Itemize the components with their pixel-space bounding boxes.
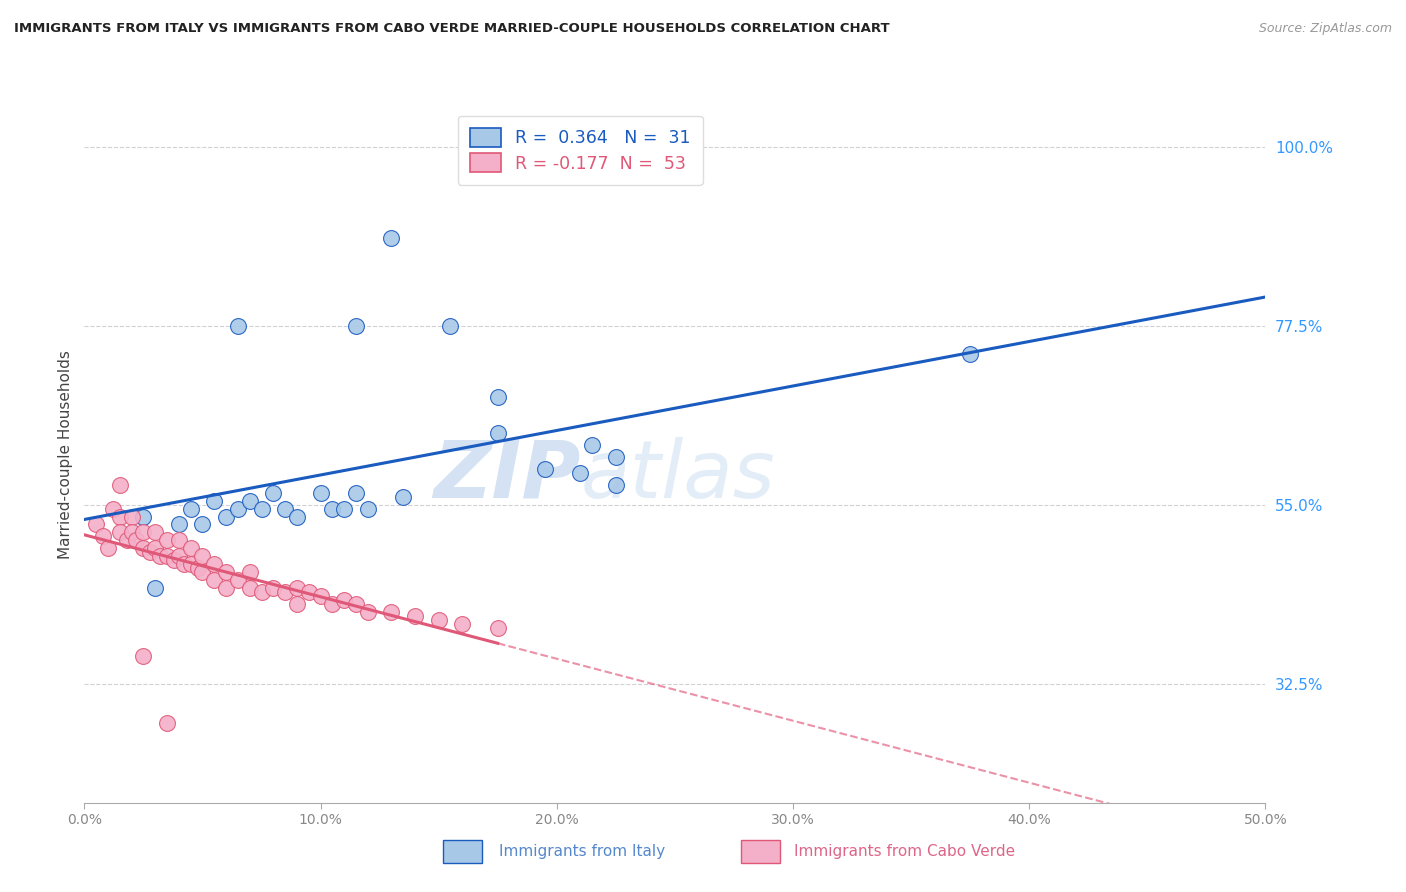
Point: [959, 346, 981, 360]
Point: [321, 501, 343, 516]
Point: [187, 561, 209, 575]
Point: [191, 565, 214, 579]
Text: ZIP: ZIP: [433, 437, 581, 515]
Point: [344, 597, 367, 611]
Point: [132, 525, 155, 540]
Point: [180, 558, 202, 572]
Point: [143, 525, 166, 540]
Y-axis label: Married-couple Households: Married-couple Households: [58, 351, 73, 559]
Point: [534, 462, 557, 476]
Point: [143, 581, 166, 595]
Point: [202, 558, 225, 572]
Point: [274, 585, 297, 599]
Point: [274, 501, 297, 516]
Point: [357, 501, 380, 516]
Point: [139, 545, 162, 559]
Point: [115, 533, 138, 548]
Point: [215, 509, 238, 524]
Point: [439, 318, 461, 333]
Point: [108, 509, 131, 524]
Point: [380, 231, 402, 245]
Point: [226, 573, 249, 587]
Point: [262, 485, 284, 500]
Point: [156, 716, 179, 731]
Point: [121, 509, 143, 524]
Point: [84, 517, 107, 532]
Text: Source: ZipAtlas.com: Source: ZipAtlas.com: [1258, 22, 1392, 36]
Point: [215, 581, 238, 595]
Point: [239, 565, 262, 579]
Point: [605, 477, 627, 491]
Point: [285, 597, 308, 611]
Point: [163, 553, 186, 567]
Point: [191, 517, 214, 532]
Legend: R =  0.364   N =  31, R = -0.177  N =  53: R = 0.364 N = 31, R = -0.177 N = 53: [458, 116, 703, 185]
Point: [132, 541, 155, 556]
Text: atlas: atlas: [581, 437, 775, 515]
Point: [91, 529, 114, 543]
Point: [333, 501, 356, 516]
Point: [143, 541, 166, 556]
Point: [285, 509, 308, 524]
Text: Immigrants from Cabo Verde: Immigrants from Cabo Verde: [794, 845, 1015, 859]
Point: [392, 490, 415, 504]
Point: [125, 533, 148, 548]
Point: [321, 597, 343, 611]
Point: [486, 425, 509, 440]
Point: [357, 605, 380, 619]
Text: Immigrants from Italy: Immigrants from Italy: [499, 845, 665, 859]
Point: [101, 501, 124, 516]
Point: [404, 609, 426, 624]
Point: [108, 477, 131, 491]
Point: [156, 533, 179, 548]
Point: [380, 605, 402, 619]
Point: [173, 558, 195, 572]
Point: [581, 438, 603, 452]
Point: [333, 593, 356, 607]
Point: [121, 525, 143, 540]
Point: [167, 549, 190, 564]
Point: [486, 390, 509, 404]
Point: [167, 533, 190, 548]
Point: [344, 485, 367, 500]
Point: [309, 589, 332, 603]
Point: [250, 585, 273, 599]
Point: [191, 549, 214, 564]
Point: [132, 509, 155, 524]
Point: [149, 549, 172, 564]
Point: [202, 573, 225, 587]
Point: [202, 493, 225, 508]
Point: [451, 616, 474, 631]
Point: [262, 581, 284, 595]
Point: [486, 621, 509, 635]
Point: [156, 549, 179, 564]
Point: [215, 565, 238, 579]
Point: [97, 541, 120, 556]
Point: [344, 318, 367, 333]
Point: [108, 525, 131, 540]
Point: [132, 648, 155, 663]
Point: [167, 517, 190, 532]
Point: [180, 501, 202, 516]
Point: [605, 450, 627, 464]
Point: [298, 585, 321, 599]
Point: [427, 613, 450, 627]
Point: [226, 318, 249, 333]
Point: [180, 541, 202, 556]
Text: IMMIGRANTS FROM ITALY VS IMMIGRANTS FROM CABO VERDE MARRIED-COUPLE HOUSEHOLDS CO: IMMIGRANTS FROM ITALY VS IMMIGRANTS FROM…: [14, 22, 890, 36]
Point: [239, 493, 262, 508]
Point: [285, 581, 308, 595]
Point: [569, 466, 592, 480]
Point: [239, 581, 262, 595]
Point: [250, 501, 273, 516]
Point: [226, 501, 249, 516]
Point: [309, 485, 332, 500]
